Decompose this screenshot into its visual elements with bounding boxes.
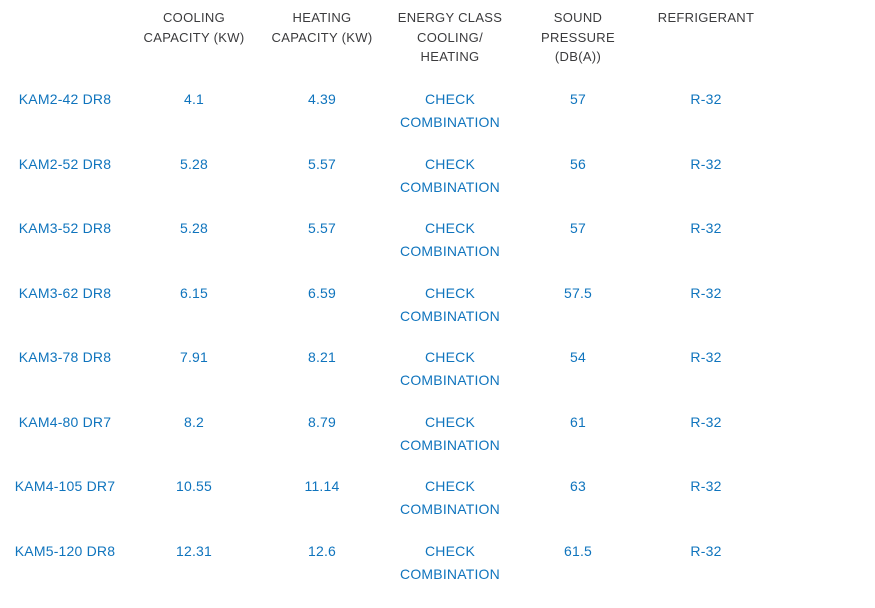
check-combination-link[interactable]: CHECK COMBINATION [400,478,500,517]
cooling-capacity-value: 8.2 [183,413,205,430]
cooling-capacity-value: 5.28 [179,220,209,236]
model-link[interactable]: KAM4-105 DR7 [14,478,116,494]
refrigerant-value: R-32 [690,542,722,559]
model-link[interactable]: KAM3-62 DR8 [18,284,112,301]
sound-pressure-value: 57.5 [563,284,593,301]
table-row: KAM3-52 DR8 5.28 5.57 CHECK COMBINATION … [0,198,770,263]
table-row: KAM3-78 DR8 7.91 8.21 CHECK COMBINATION … [0,327,770,392]
check-combination-link[interactable]: CHECK COMBINATION [400,220,500,259]
check-combination-link[interactable]: CHECK COMBINATION [400,542,500,582]
heating-capacity-value: 5.57 [307,155,337,172]
check-combination-link[interactable]: CHECK COMBINATION [400,349,500,388]
refrigerant-value: R-32 [690,284,722,301]
cooling-capacity-value: 12.31 [175,542,213,559]
table-row: KAM2-52 DR8 5.28 5.57 CHECK COMBINATION … [0,134,770,199]
check-combination-link[interactable]: CHECK COMBINATION [400,413,500,453]
col-header-model [0,0,130,69]
heating-capacity-value: 6.59 [307,284,337,301]
refrigerant-value: R-32 [690,220,722,236]
table-row: KAM4-80 DR7 8.2 8.79 CHECK COMBINATION 6… [0,392,770,457]
heating-capacity-value: 8.79 [307,413,337,430]
sound-pressure-value: 57 [570,91,586,107]
check-combination-link[interactable]: CHECK COMBINATION [400,284,500,324]
check-combination-link[interactable]: CHECK COMBINATION [400,91,500,130]
check-combination-link[interactable]: CHECK COMBINATION [400,155,500,195]
table-row: KAM2-42 DR8 4.1 4.39 CHECK COMBINATION 5… [0,69,770,134]
model-link[interactable]: KAM2-42 DR8 [18,91,112,107]
table-row: KAM3-62 DR8 6.15 6.59 CHECK COMBINATION … [0,263,770,328]
col-header-energy-class: ENERGY CLASS COOLING/ HEATING [397,10,503,64]
model-link[interactable]: KAM4-80 DR7 [18,413,112,430]
cooling-capacity-value: 10.55 [175,478,213,494]
heating-capacity-value: 11.14 [304,478,340,494]
refrigerant-value: R-32 [690,478,722,494]
col-header-cooling-capacity: COOLING CAPACITY (KW) [143,10,245,45]
sound-pressure-value: 56 [570,155,586,172]
sound-pressure-value: 61 [570,413,586,430]
col-header-refrigerant: REFRIGERANT [657,10,755,25]
refrigerant-value: R-32 [690,155,722,172]
refrigerant-value: R-32 [690,413,722,430]
cooling-capacity-value: 5.28 [179,155,209,172]
col-header-heating-capacity: HEATING CAPACITY (KW) [271,10,373,45]
model-link[interactable]: KAM5-120 DR8 [14,542,116,559]
model-link[interactable]: KAM3-52 DR8 [18,220,112,236]
spec-table: COOLING CAPACITY (KW) HEATING CAPACITY (… [0,0,770,586]
refrigerant-value: R-32 [690,349,722,365]
table-row: KAM5-120 DR8 12.31 12.6 CHECK COMBINATIO… [0,521,770,586]
table-row: KAM4-105 DR7 10.55 11.14 CHECK COMBINATI… [0,456,770,521]
heating-capacity-value: 4.39 [307,91,337,107]
table-header-row: COOLING CAPACITY (KW) HEATING CAPACITY (… [0,0,770,69]
cooling-capacity-value: 6.15 [179,284,209,301]
model-link[interactable]: KAM3-78 DR8 [18,349,112,365]
heating-capacity-value: 12.6 [307,542,337,559]
heating-capacity-value: 5.57 [307,220,337,236]
sound-pressure-value: 63 [570,478,586,494]
model-link[interactable]: KAM2-52 DR8 [18,155,112,172]
sound-pressure-value: 61.5 [563,542,593,559]
cooling-capacity-value: 7.91 [179,349,209,365]
col-header-sound-pressure: SOUND PRESSURE (DB(A)) [541,10,615,64]
sound-pressure-value: 57 [570,220,586,236]
cooling-capacity-value: 4.1 [183,91,205,107]
sound-pressure-value: 54 [570,349,586,365]
refrigerant-value: R-32 [690,91,722,107]
heating-capacity-value: 8.21 [307,349,337,365]
